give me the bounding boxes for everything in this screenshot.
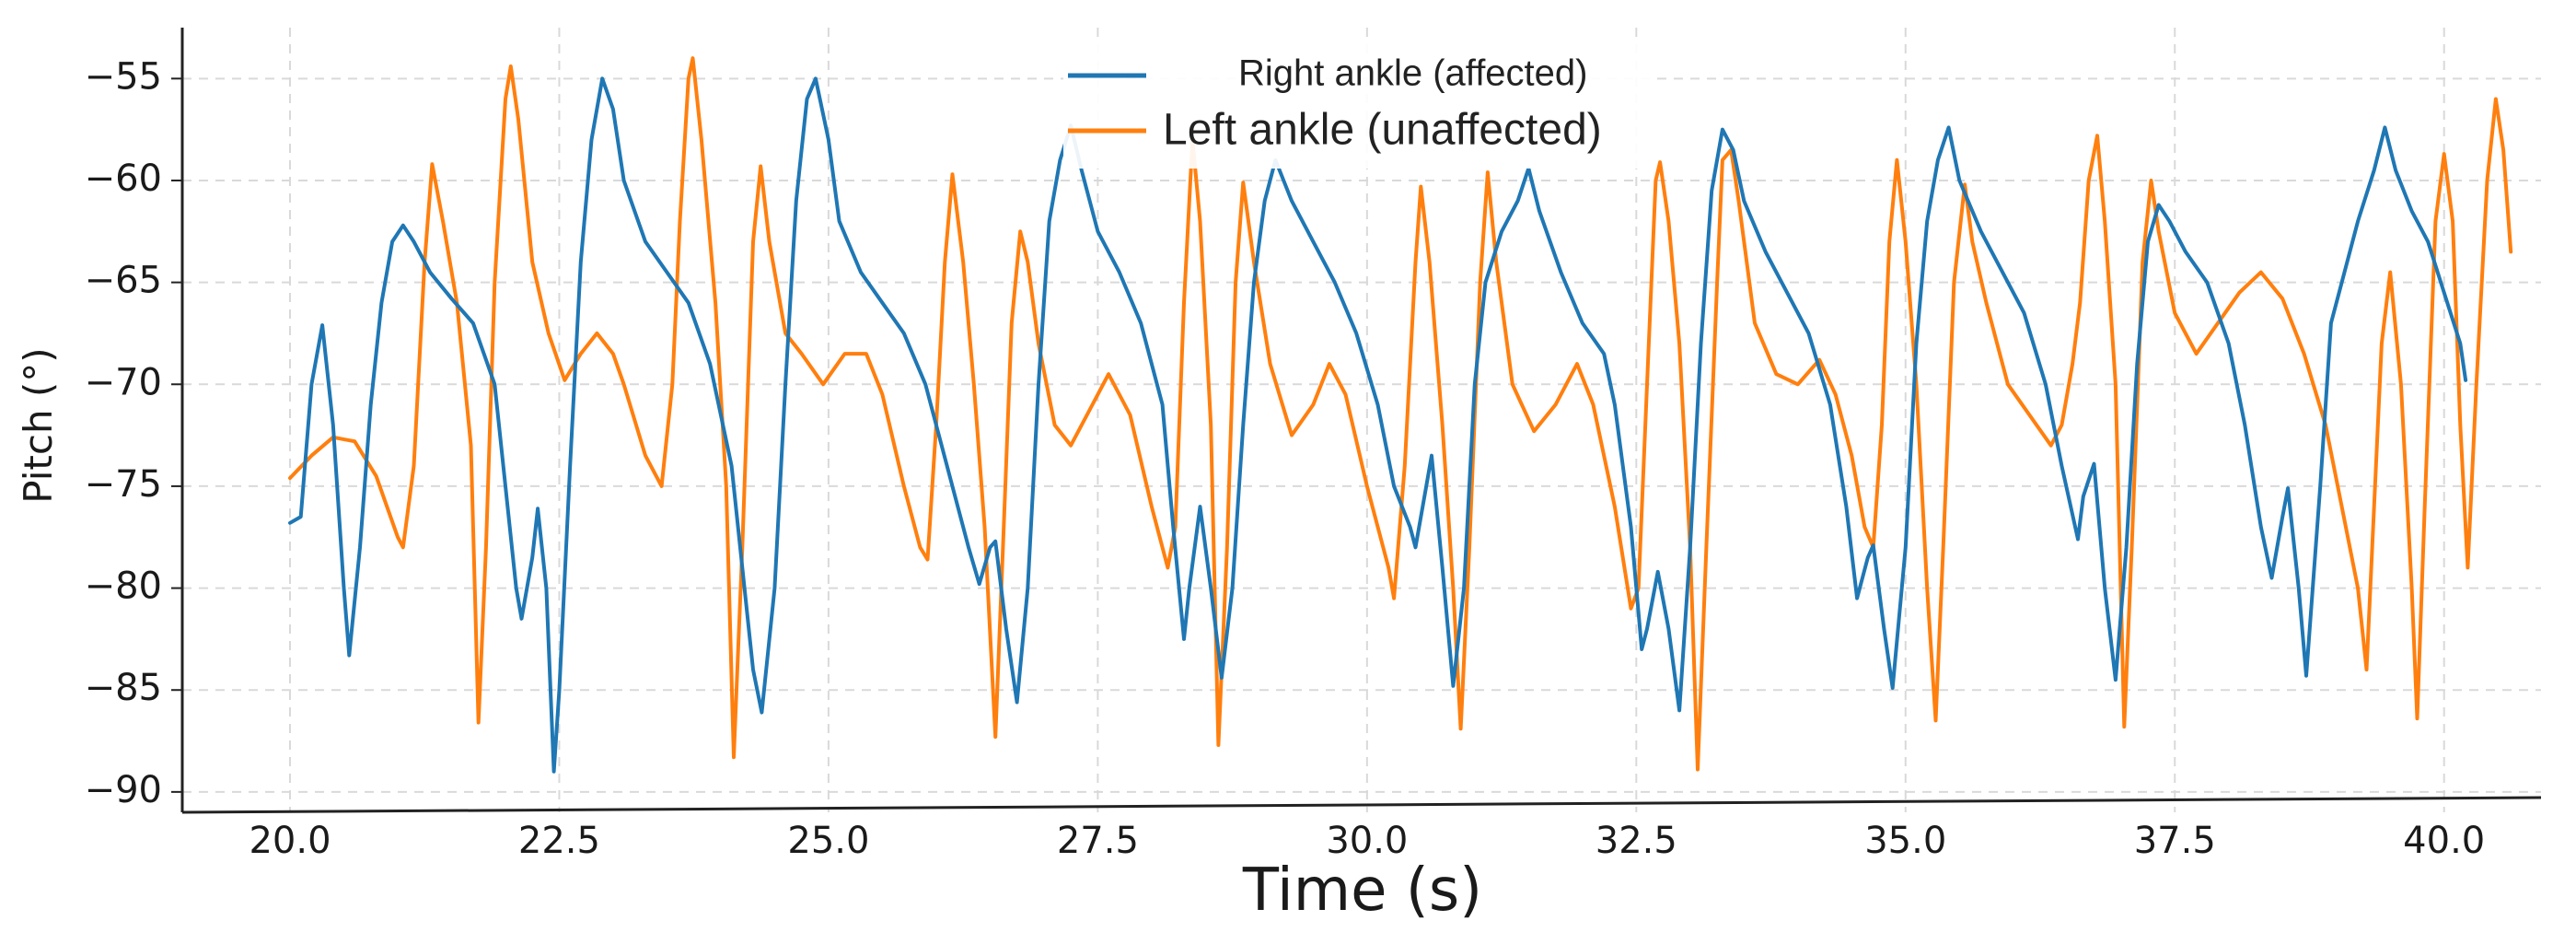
legend: Right ankle (affected) Left ankle (unaff…	[1063, 44, 1653, 169]
legend-box	[1063, 44, 1653, 169]
y-tick-label: −90	[85, 769, 162, 811]
legend-label-left-ankle: Left ankle (unaffected)	[1163, 106, 1602, 155]
axes	[180, 28, 2542, 814]
x-tick-label: 32.5	[1595, 820, 1677, 862]
x-tick-label: 20.0	[249, 820, 331, 862]
series-line-right-ankle	[288, 76, 2468, 774]
x-tick-label: 30.0	[1326, 820, 1408, 862]
x-tick-label: 22.5	[518, 820, 600, 862]
y-tick-label: −75	[85, 463, 162, 506]
x-tick-label: 35.0	[1864, 820, 1946, 862]
y-axis-label: Pitch (°)	[16, 347, 61, 503]
x-tick-label: 25.0	[787, 820, 869, 862]
x-axis-label: Time (s)	[1242, 857, 1482, 925]
y-tick-label: −70	[85, 361, 162, 403]
y-tick-label: −55	[85, 55, 162, 98]
y-tick-label: −80	[85, 565, 162, 608]
y-tick-label: −65	[85, 260, 162, 302]
y-tick-label: −60	[85, 157, 162, 200]
x-tick-label: 27.5	[1057, 820, 1139, 862]
series-line-left-ankle	[288, 56, 2513, 772]
ticks: −55 −60 −65 −70 −75 −80 −85 −90 20.0 22.5 25.0 27.5…	[85, 55, 2486, 862]
series-layer	[288, 56, 2513, 774]
legend-label-right-ankle: Right ankle (affected)	[1238, 53, 1587, 94]
x-tick-label: 40.0	[2403, 820, 2485, 862]
x-axis-line	[181, 796, 2542, 814]
x-tick-label: 37.5	[2134, 820, 2216, 862]
y-tick-label: −85	[85, 667, 162, 709]
